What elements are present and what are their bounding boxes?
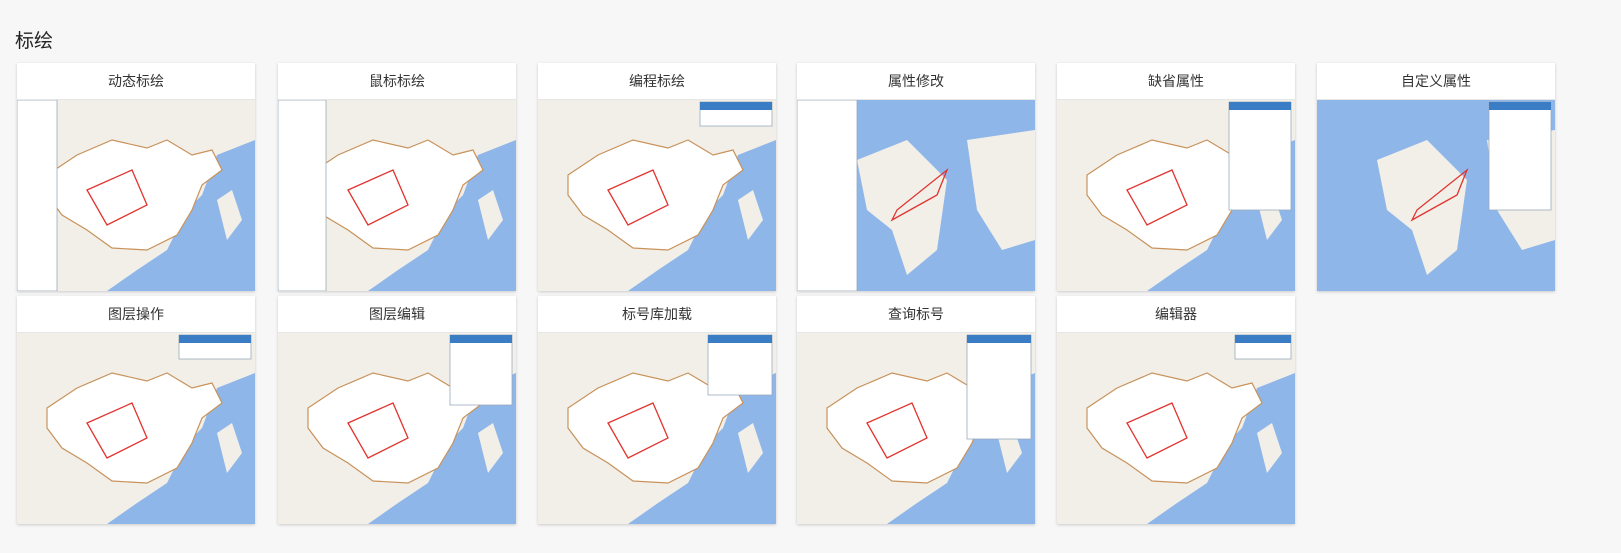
example-card-programmatic-plot[interactable]: 编程标绘: [538, 63, 776, 291]
tool-panel: [1228, 101, 1292, 211]
example-card-custom-property[interactable]: 自定义属性: [1317, 63, 1555, 291]
panel-header: [708, 335, 772, 343]
example-card-property-edit[interactable]: 属性修改: [797, 63, 1035, 291]
plot-shape: [86, 169, 148, 226]
plot-shape: [866, 402, 928, 459]
island: [217, 190, 242, 240]
plot-shape: [607, 169, 669, 226]
panel-header: [967, 335, 1031, 343]
island: [478, 190, 503, 240]
island: [478, 423, 503, 473]
map-thumbnail: [1057, 100, 1295, 291]
panel-header: [1489, 102, 1551, 110]
map-thumbnail: [797, 333, 1035, 524]
plot-shape: [1126, 402, 1188, 459]
card-title: 动态标绘: [17, 63, 255, 100]
map-thumbnail: [538, 100, 776, 291]
plot-shape: [607, 402, 669, 459]
card-title: 编辑器: [1057, 296, 1295, 333]
map-thumbnail: [1317, 100, 1555, 291]
panel-header: [1229, 102, 1291, 110]
map-thumbnail: [278, 333, 516, 524]
example-card-editor[interactable]: 编辑器: [1057, 296, 1295, 524]
page-title: 标绘: [15, 30, 54, 52]
card-title: 属性修改: [797, 63, 1035, 100]
card-title: 查询标号: [797, 296, 1035, 333]
tool-panel: [449, 334, 513, 406]
plot-shape: [890, 167, 949, 222]
plot-shape: [347, 402, 409, 459]
tool-panel: [966, 334, 1032, 440]
panel-header: [700, 102, 772, 110]
panel-header: [450, 335, 512, 343]
tool-panel: [1488, 101, 1552, 211]
example-card-layer-operation[interactable]: 图层操作: [17, 296, 255, 524]
example-card-layer-edit[interactable]: 图层编辑: [278, 296, 516, 524]
island: [1257, 423, 1282, 473]
country-outline: [46, 372, 223, 484]
example-card-symbol-library-load[interactable]: 标号库加载: [538, 296, 776, 524]
country-outline: [307, 372, 484, 484]
map-thumbnail: [1057, 333, 1295, 524]
side-panel: [278, 100, 327, 291]
example-card-default-property[interactable]: 缺省属性: [1057, 63, 1295, 291]
card-title: 编程标绘: [538, 63, 776, 100]
plot-shape: [86, 402, 148, 459]
panel-header: [1235, 335, 1291, 343]
map-thumbnail: [538, 333, 776, 524]
island: [738, 423, 763, 473]
map-thumbnail: [278, 100, 516, 291]
country-outline: [46, 139, 223, 251]
panel-header: [179, 335, 251, 343]
card-title: 标号库加载: [538, 296, 776, 333]
example-card-mouse-plot[interactable]: 鼠标标绘: [278, 63, 516, 291]
land-mass: [1377, 140, 1467, 275]
country-outline: [1086, 372, 1263, 484]
map-thumbnail: [17, 100, 255, 291]
country-outline: [307, 139, 484, 251]
tool-panel: [707, 334, 773, 396]
side-panel: [17, 100, 58, 291]
island: [217, 423, 242, 473]
country-outline: [567, 372, 744, 484]
property-panel: [797, 100, 858, 291]
country-outline: [567, 139, 744, 251]
plot-shape: [1126, 169, 1188, 226]
card-title: 图层编辑: [278, 296, 516, 333]
plot-shape: [347, 169, 409, 226]
card-title: 缺省属性: [1057, 63, 1295, 100]
card-title: 图层操作: [17, 296, 255, 333]
land-mass: [857, 140, 947, 275]
map-thumbnail: [797, 100, 1035, 291]
plot-shape: [1410, 167, 1469, 222]
example-card-query-symbol[interactable]: 查询标号: [797, 296, 1035, 524]
card-title: 自定义属性: [1317, 63, 1555, 100]
island: [738, 190, 763, 240]
land-mass: [967, 130, 1035, 250]
map-thumbnail: [17, 333, 255, 524]
example-card-dynamic-plot[interactable]: 动态标绘: [17, 63, 255, 291]
card-title: 鼠标标绘: [278, 63, 516, 100]
